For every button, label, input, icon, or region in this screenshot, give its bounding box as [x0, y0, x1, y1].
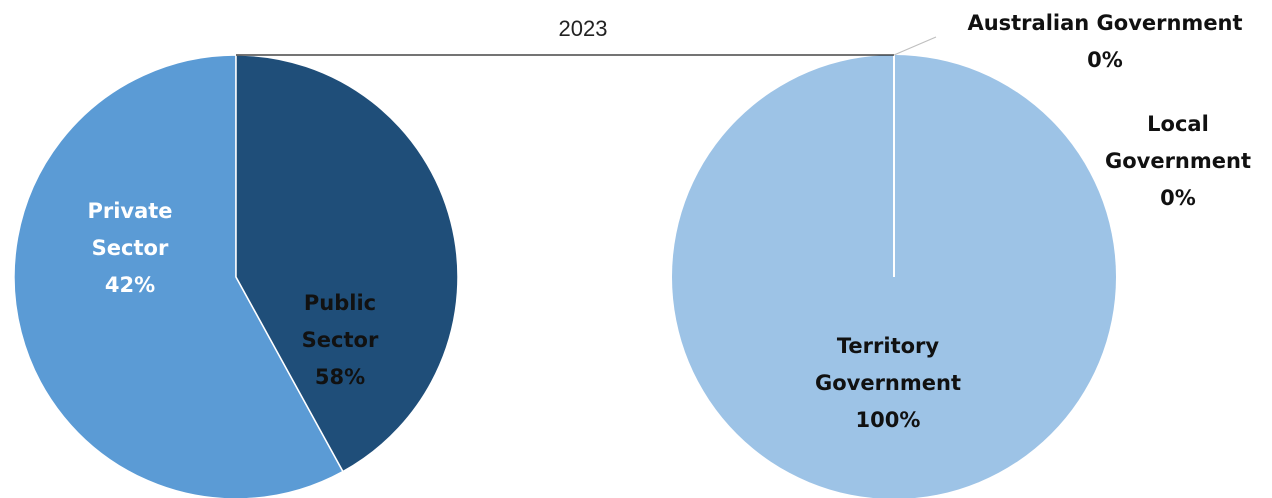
slice-name-label-local-government: Local [1147, 112, 1209, 136]
slice-name-label-private-sector: Sector [92, 236, 169, 260]
chart-title: 2023 [559, 16, 608, 41]
callout-leader-line [893, 36, 937, 56]
label-layer: Public Sector 58% Private Sector 42% Australia… [87, 11, 1251, 432]
pie-layer [13, 36, 1116, 498]
slice-value-label-public-sector: 58% [315, 365, 365, 389]
pie-slice-public-sector [13, 54, 344, 498]
slice-name-label-public-sector: Public [304, 291, 376, 315]
slice-value-label-territory-government: 100% [856, 408, 921, 432]
slice-name-label-local-government: Government [1105, 149, 1251, 173]
slice-value-label-australian-government: 0% [1087, 48, 1123, 72]
slice-name-label-private-sector: Private [87, 199, 172, 223]
slice-name-label-public-sector: Sector [302, 328, 379, 352]
slice-name-label-territory-government: Territory [837, 334, 940, 358]
pie-slice-private-sector [235, 54, 459, 473]
slice-value-label-local-government: 0% [1160, 186, 1196, 210]
slice-name-label-territory-government: Government [815, 371, 961, 395]
slice-name-label-australian-government: Australian Government [967, 11, 1242, 35]
slice-value-label-private-sector: 42% [105, 273, 155, 297]
